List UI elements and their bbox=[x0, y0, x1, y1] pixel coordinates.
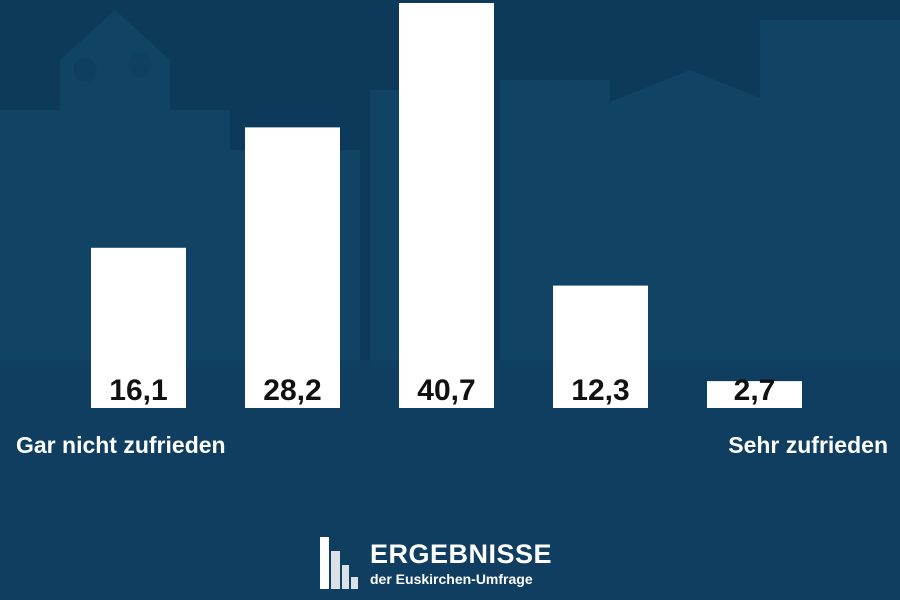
bar-value-label-1: 16,1 bbox=[109, 374, 167, 407]
bar-value-label-4: 12,3 bbox=[571, 374, 629, 407]
brand-title: ERGEBNISSE bbox=[370, 539, 553, 569]
bar-4 bbox=[553, 285, 648, 408]
bar-chart-logo-icon bbox=[320, 537, 358, 589]
bar-1 bbox=[91, 247, 186, 408]
scale-min-caption: Gar nicht zufrieden bbox=[16, 432, 226, 458]
bar-3 bbox=[399, 2, 494, 409]
brand-subtitle: der Euskirchen-Umfrage bbox=[370, 571, 533, 587]
bar-value-label-5: 2,7 bbox=[734, 374, 776, 407]
bar-5 bbox=[707, 381, 802, 408]
bar-2 bbox=[245, 127, 340, 408]
bar-value-label-3: 40,7 bbox=[417, 374, 475, 407]
brand-block: ERGEBNISSE der Euskirchen-Umfrage bbox=[320, 537, 600, 591]
bar-value-label-2: 28,2 bbox=[263, 374, 321, 407]
scale-max-caption: Sehr zufrieden bbox=[728, 432, 888, 458]
